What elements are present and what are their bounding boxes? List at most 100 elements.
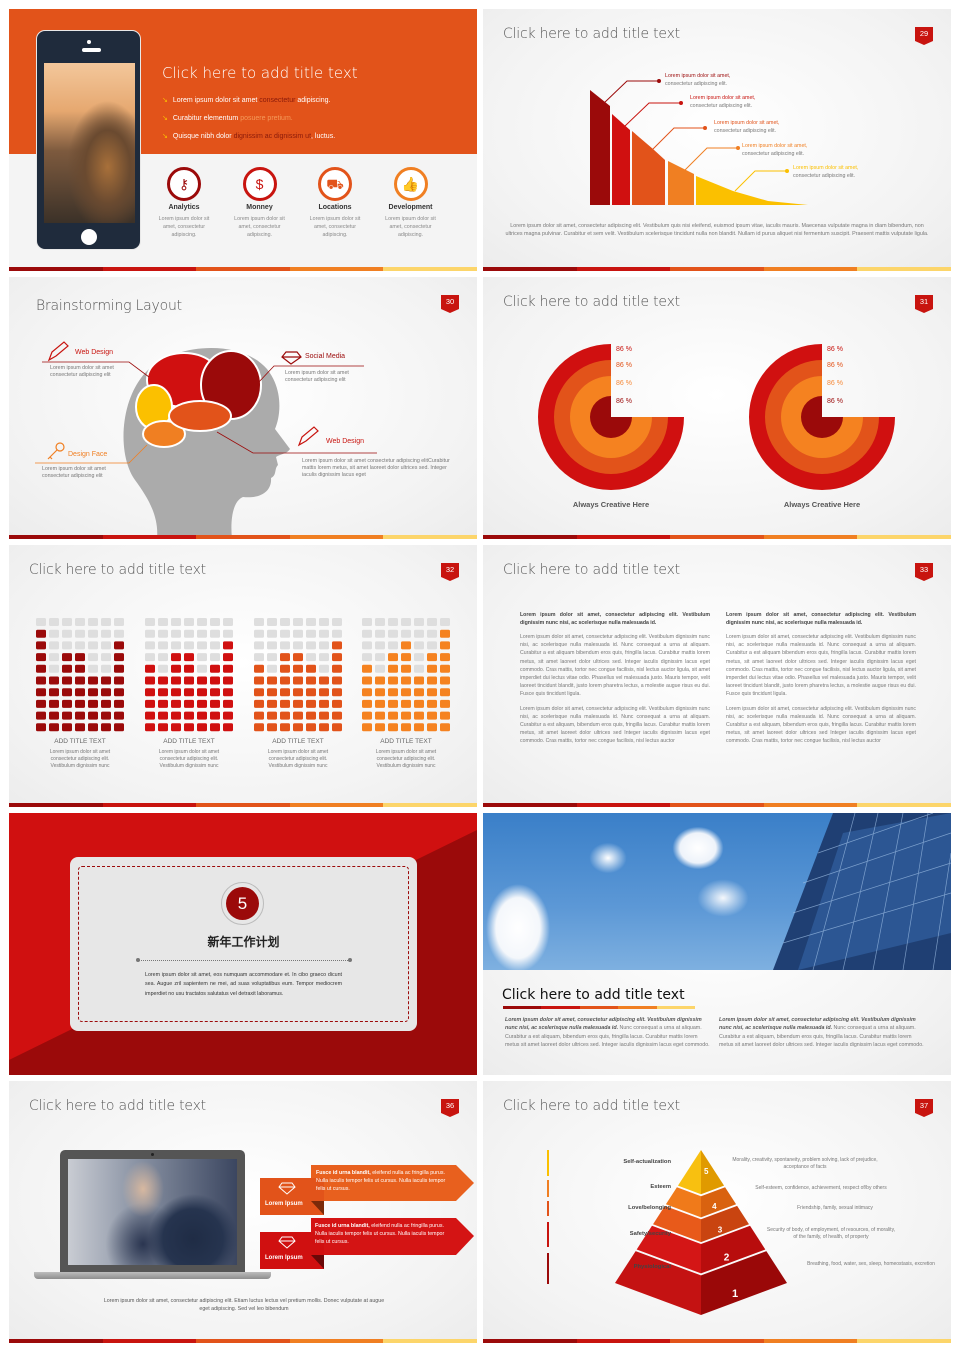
grid-cell-filled bbox=[362, 699, 372, 708]
label-web-design-2: Web Design bbox=[326, 438, 365, 445]
title-underline bbox=[503, 1006, 696, 1009]
slide-pyramid[interactable]: Click here to add title text 37 1 2 3 4 5 Ph… bbox=[483, 1081, 951, 1343]
accent-bar bbox=[483, 535, 951, 539]
slide-title: Brainstorming Layout bbox=[36, 298, 182, 314]
grid-cell-empty bbox=[375, 629, 385, 638]
money-icon[interactable]: $ bbox=[242, 167, 277, 201]
callout-sub: consectetur adipiscing elit. bbox=[665, 81, 728, 87]
grid-cell-filled bbox=[332, 664, 342, 673]
grid-cell-empty bbox=[306, 653, 316, 662]
grid-cell-filled bbox=[427, 653, 437, 662]
key-icon[interactable]: ⚷ bbox=[167, 167, 201, 201]
slide-decline-chart[interactable]: Click here to add title text 29 Lorem ip… bbox=[483, 9, 951, 271]
grid-cell-filled bbox=[114, 676, 124, 685]
grid-cell-filled bbox=[319, 699, 329, 708]
grid-cell-filled bbox=[280, 676, 290, 685]
grid-cell-filled bbox=[267, 711, 277, 720]
divider bbox=[138, 960, 350, 961]
grid-cell-filled bbox=[171, 664, 181, 673]
grid-cell-empty bbox=[319, 653, 329, 662]
hierarchy-pyramid: 1 2 3 4 5 bbox=[615, 1150, 787, 1315]
truck-icon[interactable]: ⛟ bbox=[318, 167, 352, 201]
grid-cell-filled bbox=[184, 676, 194, 685]
grid-cell-filled bbox=[319, 676, 329, 685]
level-desc: Friendship, family, sexual intimacy bbox=[797, 1205, 873, 1211]
grid-cell-filled bbox=[440, 629, 450, 638]
connector-1 bbox=[602, 80, 659, 105]
slide-sky-photo[interactable]: Click here to add title text Lorem ipsum… bbox=[483, 813, 951, 1075]
business-photo bbox=[68, 1159, 237, 1265]
grid-cell-filled bbox=[332, 641, 342, 650]
grid-cell-filled bbox=[223, 664, 233, 673]
grid-cell-empty bbox=[319, 618, 329, 626]
grid-cell-empty bbox=[49, 641, 59, 650]
label-web-design: Web Design bbox=[75, 349, 114, 356]
grid-cell-empty bbox=[210, 641, 220, 650]
diamond-icon bbox=[278, 1236, 296, 1249]
slide-section-card[interactable]: 5 新年工作计划 Lorem ipsum dolor sit amet, eos… bbox=[9, 813, 477, 1075]
grid-cell-empty bbox=[306, 629, 316, 638]
level-color-bar bbox=[547, 1201, 549, 1216]
grid-cell-filled bbox=[254, 676, 264, 685]
bar-2 bbox=[612, 114, 630, 205]
grid-cell-empty bbox=[401, 629, 411, 638]
grid-cell-empty bbox=[293, 629, 303, 638]
body-text: Lorem ipsum dolor sit amet, consectetur … bbox=[103, 1298, 385, 1312]
grid-cell-empty bbox=[332, 618, 342, 626]
grid-cell-filled bbox=[88, 699, 98, 708]
grid-cell-filled bbox=[267, 723, 277, 732]
laptop-mockup bbox=[60, 1150, 245, 1273]
slide-two-column-text[interactable]: Click here to add title text 33 Lorem ip… bbox=[483, 545, 951, 807]
grid-cell-filled bbox=[158, 676, 168, 685]
grid-cell-empty bbox=[158, 653, 168, 662]
connector-3 bbox=[651, 127, 705, 151]
connector-5 bbox=[734, 170, 787, 192]
grid-cell-filled bbox=[49, 699, 59, 708]
grid-cell-filled bbox=[114, 653, 124, 662]
grid-cell-filled bbox=[267, 676, 277, 685]
grid-cell-filled bbox=[114, 641, 124, 650]
banner-1-tab bbox=[260, 1178, 324, 1215]
grid-cell-empty bbox=[375, 653, 385, 662]
slide-number-badge: 30 bbox=[441, 295, 459, 313]
slide-laptop-banners[interactable]: Click here to add title text 36 Lorem Ip… bbox=[9, 1081, 477, 1343]
accent-bar bbox=[9, 803, 477, 807]
section-number-circle: 5 bbox=[221, 882, 264, 925]
ring-value-label: 86 % bbox=[616, 346, 632, 353]
grid-cell-filled bbox=[101, 711, 111, 720]
banner-2-tab bbox=[260, 1232, 324, 1269]
grid-cell-filled bbox=[306, 676, 316, 685]
grid-cell-filled bbox=[36, 676, 46, 685]
grid-cell-filled bbox=[101, 676, 111, 685]
grid-cell-empty bbox=[171, 629, 181, 638]
grid-cell-filled bbox=[440, 653, 450, 662]
text-column-left: Lorem ipsum dolor sit amet, consectetur … bbox=[520, 612, 710, 745]
slide-title: Click here to add title text bbox=[29, 1098, 206, 1114]
grid-cell-empty bbox=[158, 664, 168, 673]
grid-cell-filled bbox=[223, 699, 233, 708]
grid-cell-filled bbox=[62, 676, 72, 685]
grid-cell-filled bbox=[440, 664, 450, 673]
grid-cell-filled bbox=[88, 723, 98, 732]
level-color-bar bbox=[547, 1222, 549, 1247]
grid-cell-empty bbox=[101, 641, 111, 650]
slide-ring-charts[interactable]: Click here to add title text 31 86 % 86 %… bbox=[483, 277, 951, 539]
grid-cell-filled bbox=[280, 653, 290, 662]
grid-cell-filled bbox=[388, 676, 398, 685]
grid-cell-empty bbox=[101, 618, 111, 626]
grid-cell-empty bbox=[62, 629, 72, 638]
level-desc: Morality, creativity, spontaneity, probl… bbox=[732, 1157, 878, 1170]
slide-features-phone[interactable]: Click here to add title text ↘ Lorem ipsu… bbox=[9, 9, 477, 271]
grid-cell-filled bbox=[62, 723, 72, 732]
tier-number: 5 bbox=[704, 1167, 709, 1176]
grid-cell-filled bbox=[36, 664, 46, 673]
slide-brainstorming[interactable]: Brainstorming Layout 30 Web Design Lorem… bbox=[9, 277, 477, 539]
arrow-icon: ↘ bbox=[162, 133, 168, 140]
grid-cell-filled bbox=[427, 676, 437, 685]
level-name: Esteem bbox=[650, 1184, 671, 1190]
grid-cell-filled bbox=[440, 711, 450, 720]
slide-dot-grids[interactable]: Click here to add title text 32 ADD TITL… bbox=[9, 545, 477, 807]
grid-cell-filled bbox=[197, 711, 207, 720]
banners bbox=[260, 1165, 474, 1269]
thumbs-up-icon[interactable]: 👍 bbox=[393, 167, 428, 201]
